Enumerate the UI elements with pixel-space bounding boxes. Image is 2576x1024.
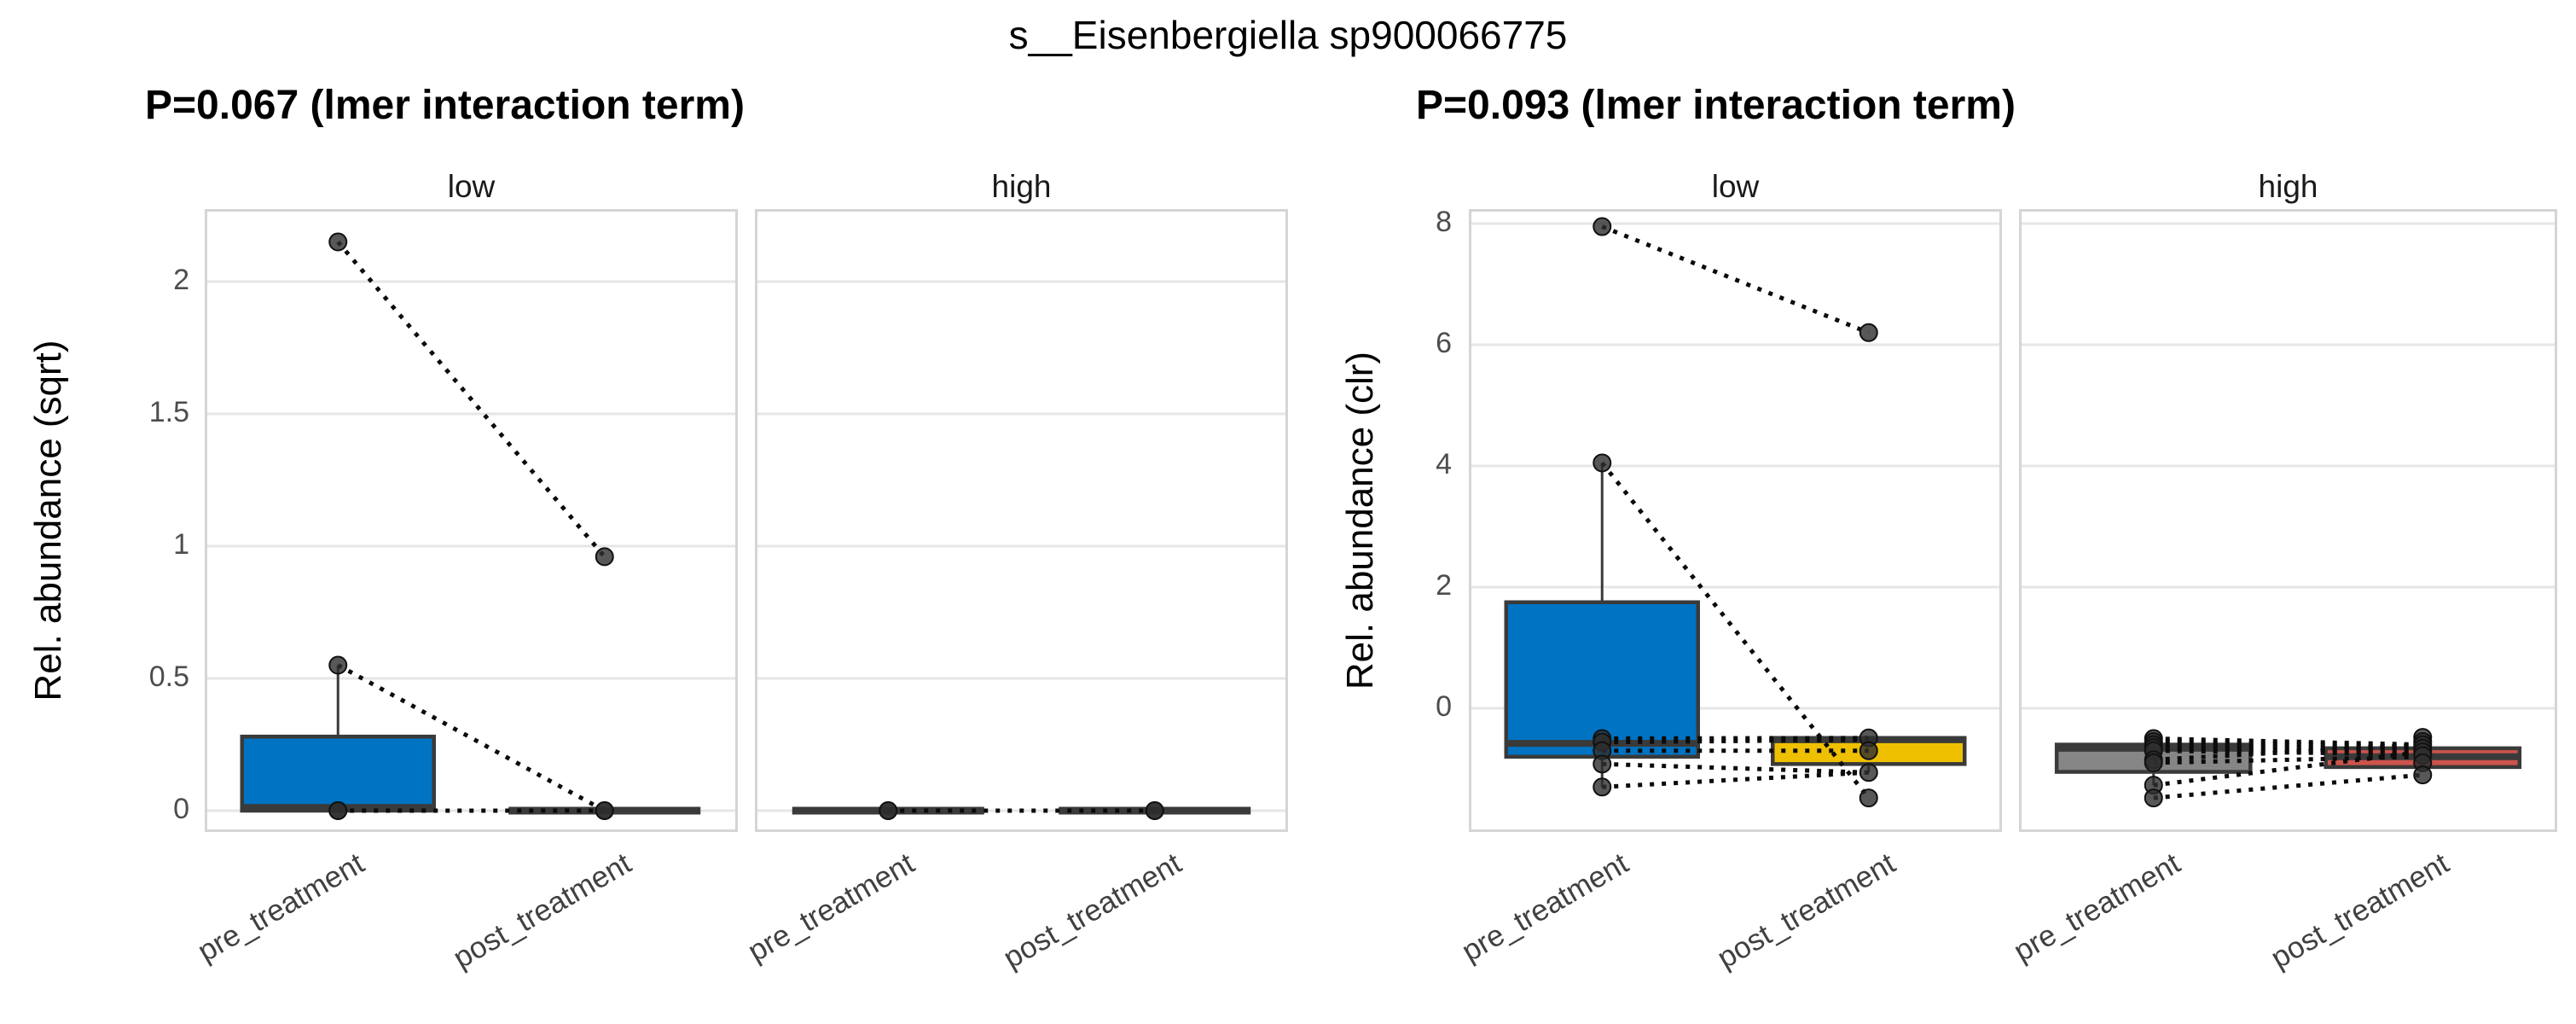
x-tick-label-pre_treatment: pre_treatment [742,847,920,969]
data-point [328,801,348,820]
data-point [595,801,614,820]
panel-high [2019,209,2557,836]
pair-line [1602,761,1869,775]
panel-svg-high [2019,209,2557,832]
pair-line [2153,736,2423,748]
x-tick-label-post_treatment: post_treatment [2266,847,2455,975]
y-tick-label: 2 [1436,569,1452,602]
data-point [1859,763,1878,783]
facet-label-low: low [447,169,496,204]
x-tick-label-post_treatment: post_treatment [997,847,1187,975]
pair-line [2153,742,2423,762]
data-point [1145,801,1164,820]
x-tick-label-post_treatment: post_treatment [1711,847,1901,975]
pair-line [336,240,606,559]
facet-label-high: high [991,169,1052,204]
data-point [1859,788,1878,808]
pair-line [2153,772,2423,800]
pair-line [2153,749,2423,788]
y-tick-label: 0.5 [148,660,189,693]
y-tick-label: 0 [1436,690,1452,723]
pair-line [1601,224,1870,335]
data-point [1593,754,1612,774]
chart-sqrt-subtitle: P=0.067 (lmer interaction term) [145,83,745,128]
data-point [2413,765,2433,785]
data-point [2144,788,2163,808]
y-tick-label: 1.5 [148,396,189,428]
panel-border [2019,209,2557,832]
panel-svg-high [755,209,1288,832]
x-tick-label-pre_treatment: pre_treatment [2008,847,2186,969]
panel-border [205,209,738,832]
boxplot-pre_treatment [240,734,436,813]
data-point [328,232,348,252]
y-tick-label: 1 [173,528,189,561]
data-point [1859,741,1878,760]
y-tick-label: 2 [173,264,189,296]
chart-clr-subtitle: P=0.093 (lmer interaction term) [1416,83,2016,128]
panel-low [1469,209,2002,836]
panel-svg-low [1469,209,2002,832]
data-point [1859,323,1878,342]
data-point [2144,753,2163,772]
panel-border [1469,209,2002,832]
pair-line [2153,742,2423,752]
panel-svg-low [205,209,738,832]
pair-line [2153,739,2423,749]
y-tick-label: 8 [1436,206,1452,238]
figure-title: s__Eisenbergiella sp900066775 [1008,13,1568,57]
x-tick-label-pre_treatment: pre_treatment [1456,847,1634,969]
data-point [328,655,348,675]
data-point [1593,777,1612,797]
pair-line [337,663,606,813]
y-axis-title-clr: Rel. abundance (clr) [1339,351,1381,690]
pair-line [2153,754,2423,765]
x-tick-label-post_treatment: post_treatment [447,847,637,975]
panel-border [755,209,1288,832]
panel-low [205,209,738,836]
data-point [879,801,898,820]
y-axis-title-sqrt: Rel. abundance (sqrt) [27,340,69,701]
panel-high [755,209,1288,836]
facet-label-high: high [2258,169,2318,204]
data-point [595,547,614,567]
data-point [1593,217,1612,236]
y-tick-label: 4 [1436,448,1452,480]
pair-line [1602,737,1869,745]
x-tick-label-pre_treatment: pre_treatment [192,847,370,969]
facet-label-low: low [1711,169,1760,204]
pair-line [1602,770,1869,789]
y-tick-label: 0 [173,793,189,825]
y-tick-label: 6 [1436,327,1452,359]
pair-line [1602,736,1869,741]
data-point [1593,453,1612,473]
pair-line [2153,745,2423,754]
